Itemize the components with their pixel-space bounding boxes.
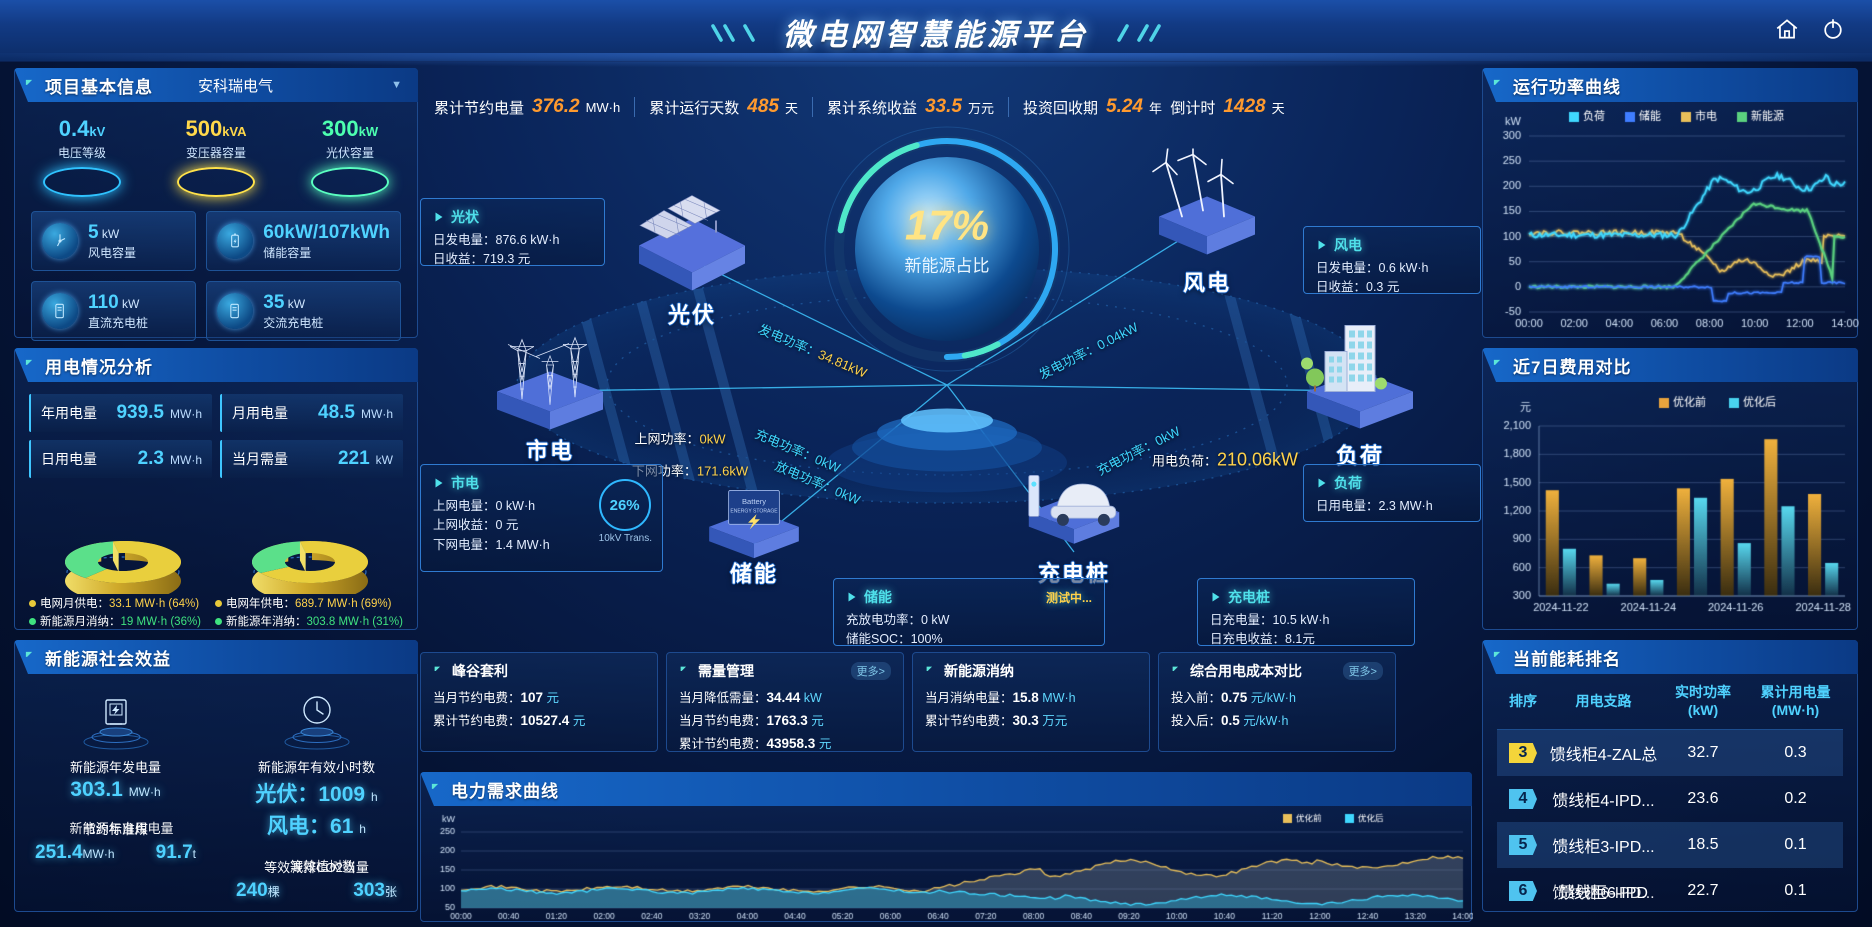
svg-text:ENERGY STORAGE: ENERGY STORAGE <box>730 508 778 514</box>
svg-text:Battery: Battery <box>742 497 766 506</box>
